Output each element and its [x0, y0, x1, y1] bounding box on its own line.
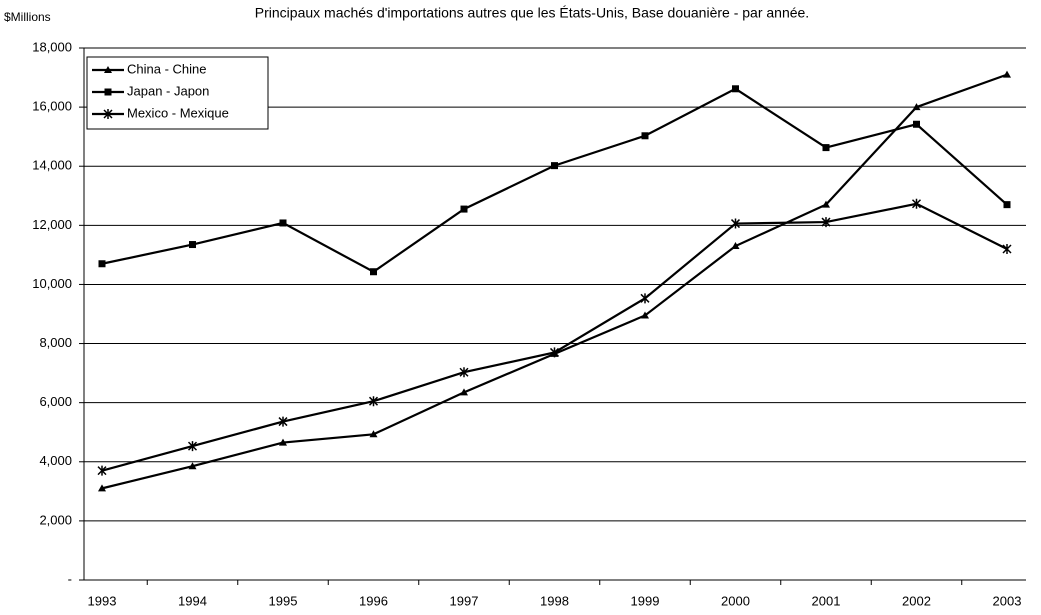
- y-tick-label: 4,000: [39, 453, 72, 468]
- x-tick-label: 2000: [721, 593, 750, 608]
- y-tick-label: -: [68, 571, 72, 586]
- legend-label: Japan - Japon: [127, 83, 209, 98]
- marker: [98, 484, 106, 492]
- marker: [731, 242, 740, 250]
- x-tick-label: 1996: [359, 593, 388, 608]
- y-tick-label: 2,000: [39, 512, 72, 527]
- y-tick-label: 16,000: [32, 99, 72, 114]
- marker: [1003, 70, 1011, 78]
- marker: [911, 198, 922, 209]
- marker: [459, 367, 469, 378]
- marker: [551, 162, 558, 170]
- marker: [1002, 243, 1012, 254]
- marker: [641, 311, 649, 319]
- legend: China - Chine Japan - Japon Mexico - Mexiq…: [86, 56, 269, 130]
- marker: [549, 347, 560, 358]
- marker: [188, 462, 197, 470]
- legend-label: Mexico - Mexique: [127, 105, 229, 120]
- y-tick-label: 18,000: [32, 39, 72, 54]
- marker: [912, 103, 921, 111]
- marker: [822, 144, 830, 152]
- marker: [278, 416, 288, 427]
- marker: [913, 120, 920, 128]
- legend-label: China - Chine: [127, 61, 207, 76]
- x-tick-label: 2003: [993, 593, 1022, 608]
- y-tick-label: 8,000: [39, 335, 72, 350]
- x-tick-label: 1998: [540, 593, 569, 608]
- x-tick-label: 1995: [269, 593, 298, 608]
- marker: [641, 132, 649, 140]
- x-tick-label: 1997: [450, 593, 479, 608]
- marker: [732, 85, 739, 93]
- marker: [640, 293, 650, 304]
- legend-marker: [103, 109, 113, 119]
- y-tick-label: 14,000: [32, 158, 72, 173]
- marker: [821, 217, 831, 228]
- marker: [279, 219, 287, 227]
- marker: [1003, 201, 1011, 209]
- x-tick-label: 1999: [631, 593, 660, 608]
- marker: [279, 438, 287, 446]
- legend-marker: [104, 66, 112, 73]
- y-tick-label: 10,000: [32, 276, 72, 291]
- x-tick-label: 2001: [812, 593, 841, 608]
- marker: [97, 465, 107, 476]
- marker: [98, 260, 106, 268]
- y-axis-label: $Millions: [4, 10, 51, 24]
- legend-marker: [104, 88, 112, 96]
- marker: [460, 388, 468, 396]
- chart-title: Principaux machés d'importations autres …: [255, 5, 809, 21]
- x-tick-label: 1994: [178, 593, 207, 608]
- x-tick-label: 1993: [88, 593, 117, 608]
- x-tick-label: 2002: [902, 593, 931, 608]
- marker: [370, 268, 377, 276]
- marker: [822, 200, 830, 208]
- marker: [189, 241, 196, 249]
- marker: [187, 441, 198, 452]
- marker: [369, 430, 378, 438]
- marker: [730, 218, 741, 229]
- series-line: [101, 202, 1008, 472]
- marker: [460, 205, 468, 213]
- y-tick-label: 6,000: [39, 394, 72, 409]
- marker: [368, 396, 379, 407]
- y-tick-label: 12,000: [32, 217, 72, 232]
